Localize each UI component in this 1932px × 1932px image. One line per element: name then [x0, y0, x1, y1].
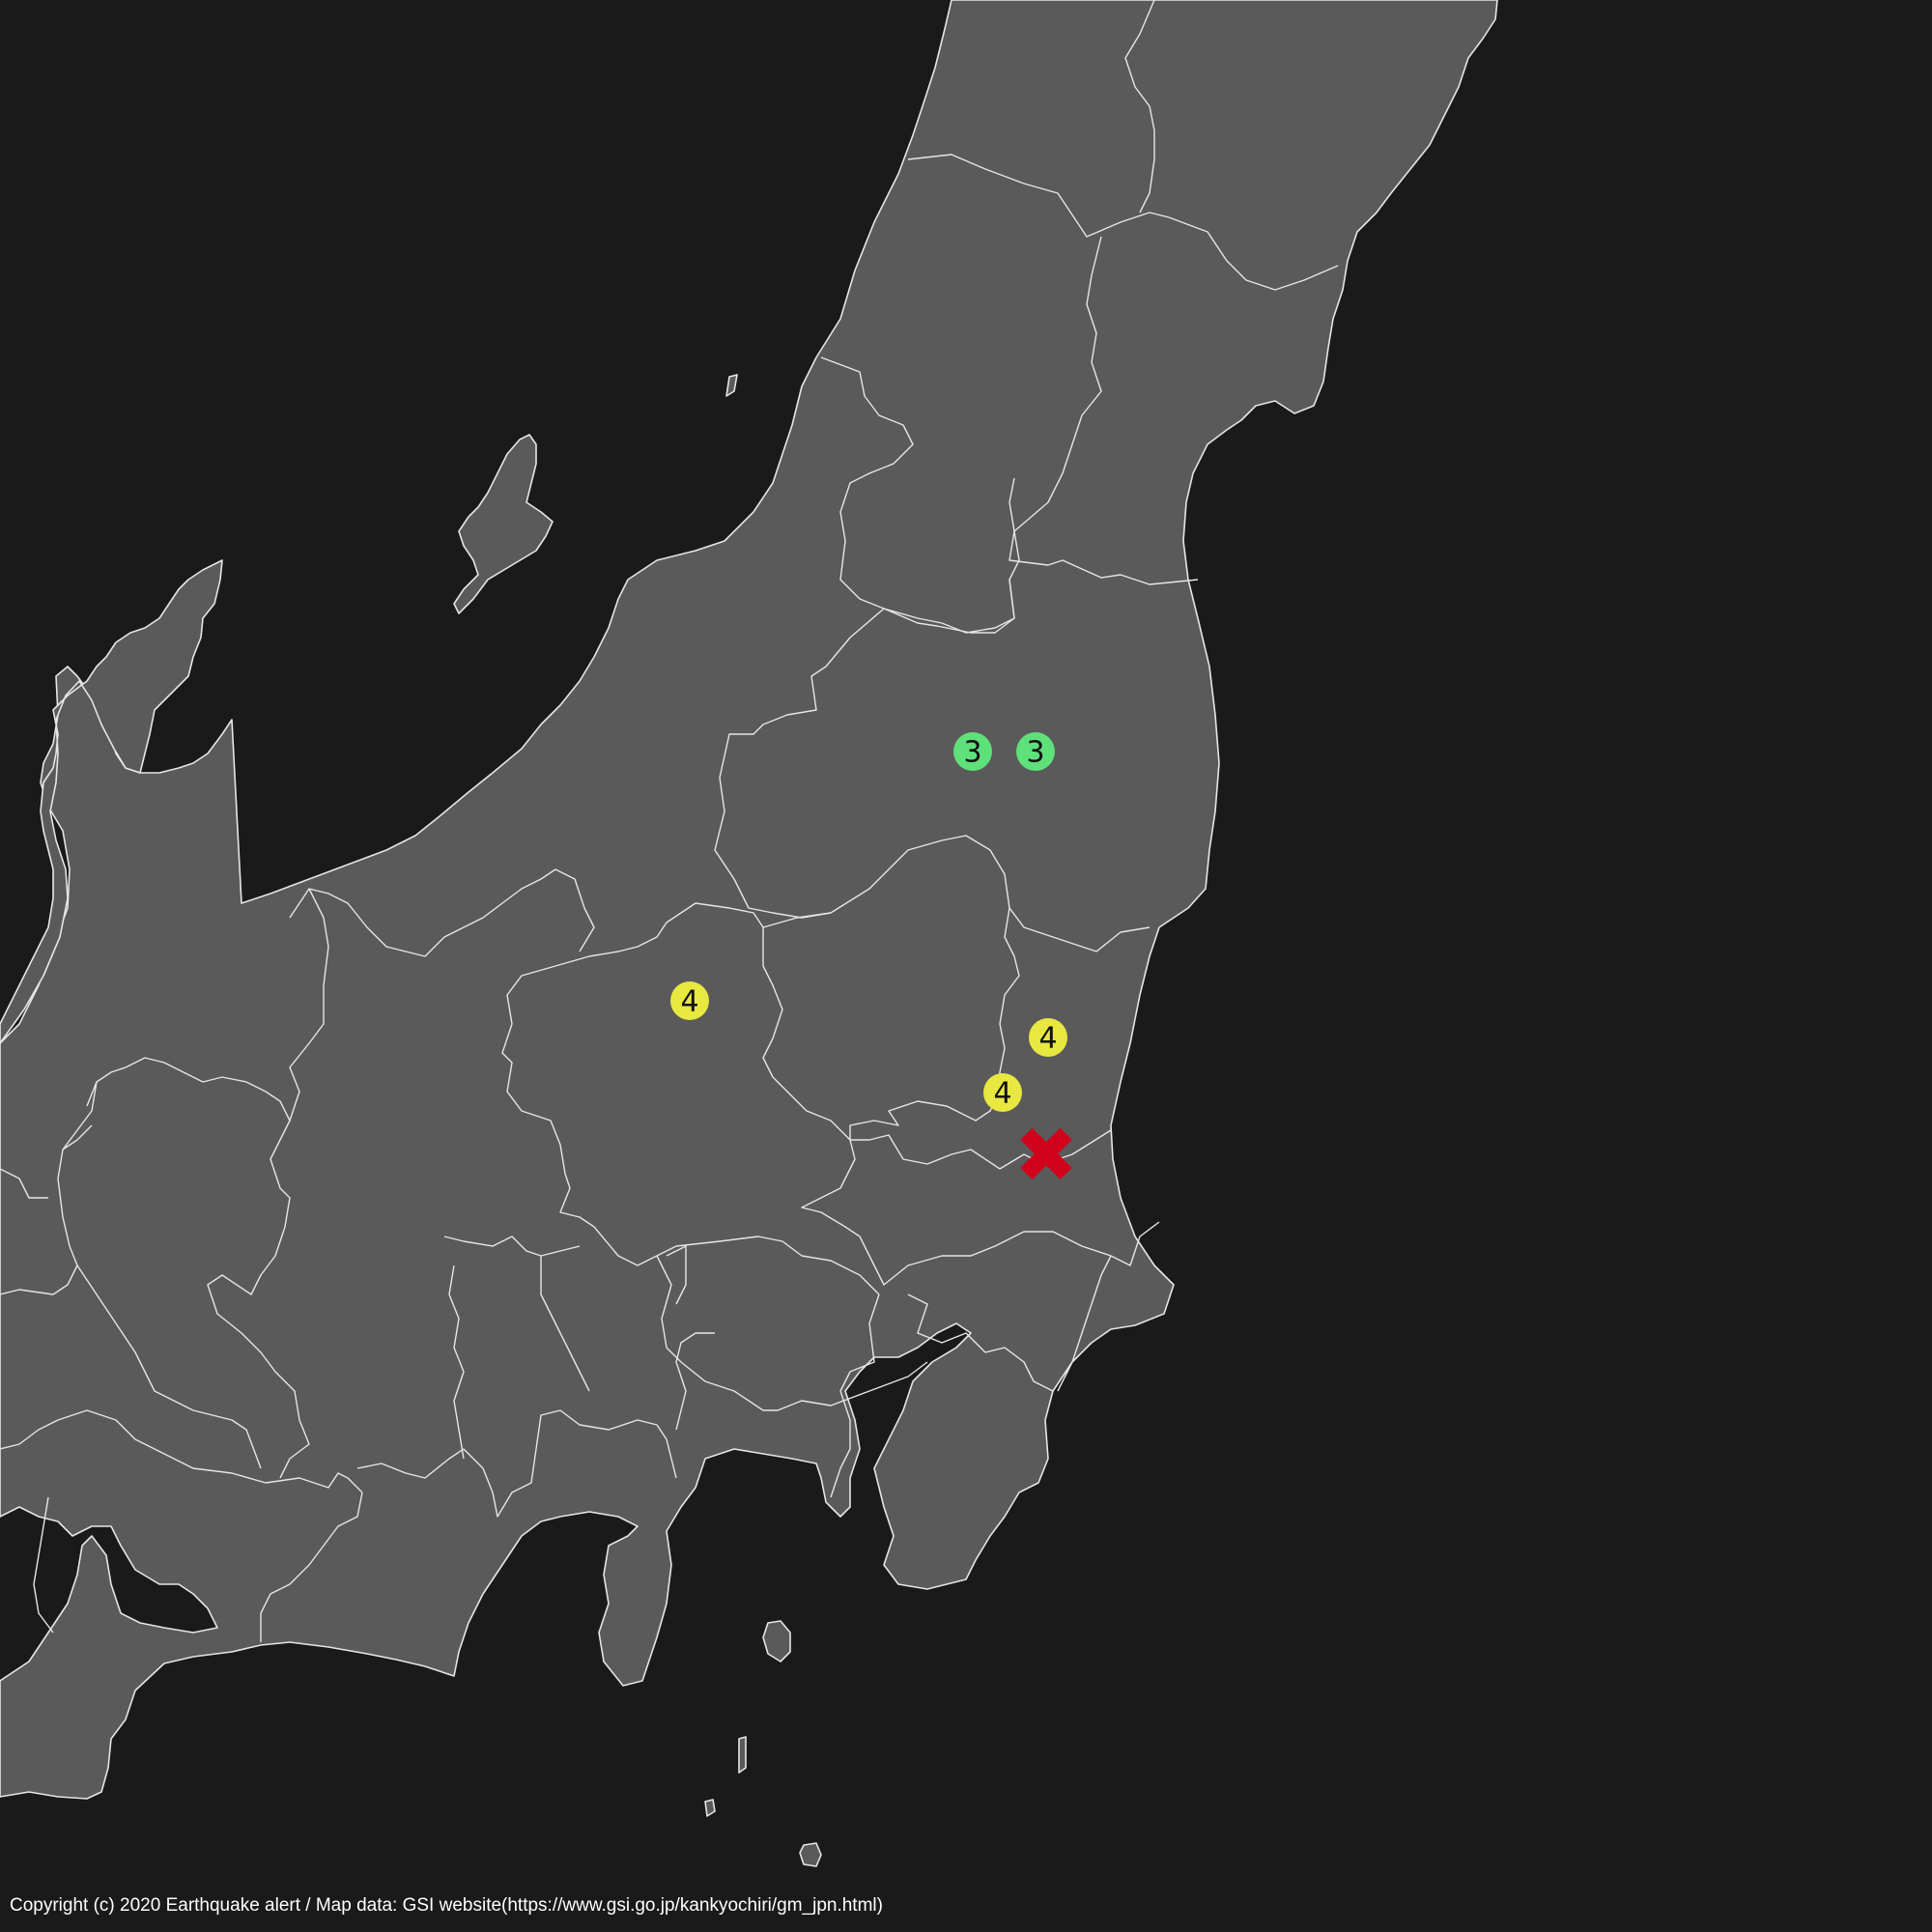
intensity-marker-circle [1029, 1018, 1067, 1057]
noto-peninsula [0, 559, 223, 1044]
honshu-landmass [0, 0, 1498, 1800]
small-island-2 [704, 1799, 716, 1817]
sado-island [453, 434, 554, 614]
intensity-marker-label: 4 [993, 1077, 1011, 1111]
intensity-marker: 3 [1016, 732, 1055, 771]
intensity-marker-circle [983, 1073, 1022, 1112]
intensity-marker: 4 [1029, 1018, 1067, 1057]
intensity-marker-label: 4 [1038, 1022, 1057, 1056]
intensity-marker: 4 [983, 1073, 1022, 1112]
epicenter-x-mark-icon: ✖ [1013, 1111, 1078, 1201]
intensity-marker-circle [1016, 732, 1055, 771]
intensity-marker-circle [953, 732, 992, 771]
oshima-island [762, 1620, 791, 1662]
small-island-3 [738, 1736, 747, 1774]
intensity-marker-label: 3 [963, 736, 981, 770]
copyright-text: Copyright (c) 2020 Earthquake alert / Ma… [10, 1895, 883, 1916]
small-island-4 [725, 374, 738, 397]
intensity-marker: 4 [670, 981, 709, 1020]
intensity-marker: 3 [953, 732, 992, 771]
intensity-marker-circle [670, 981, 709, 1020]
intensity-marker-label: 4 [680, 985, 698, 1019]
intensity-marker-label: 3 [1026, 736, 1044, 770]
small-island-1 [799, 1842, 822, 1867]
